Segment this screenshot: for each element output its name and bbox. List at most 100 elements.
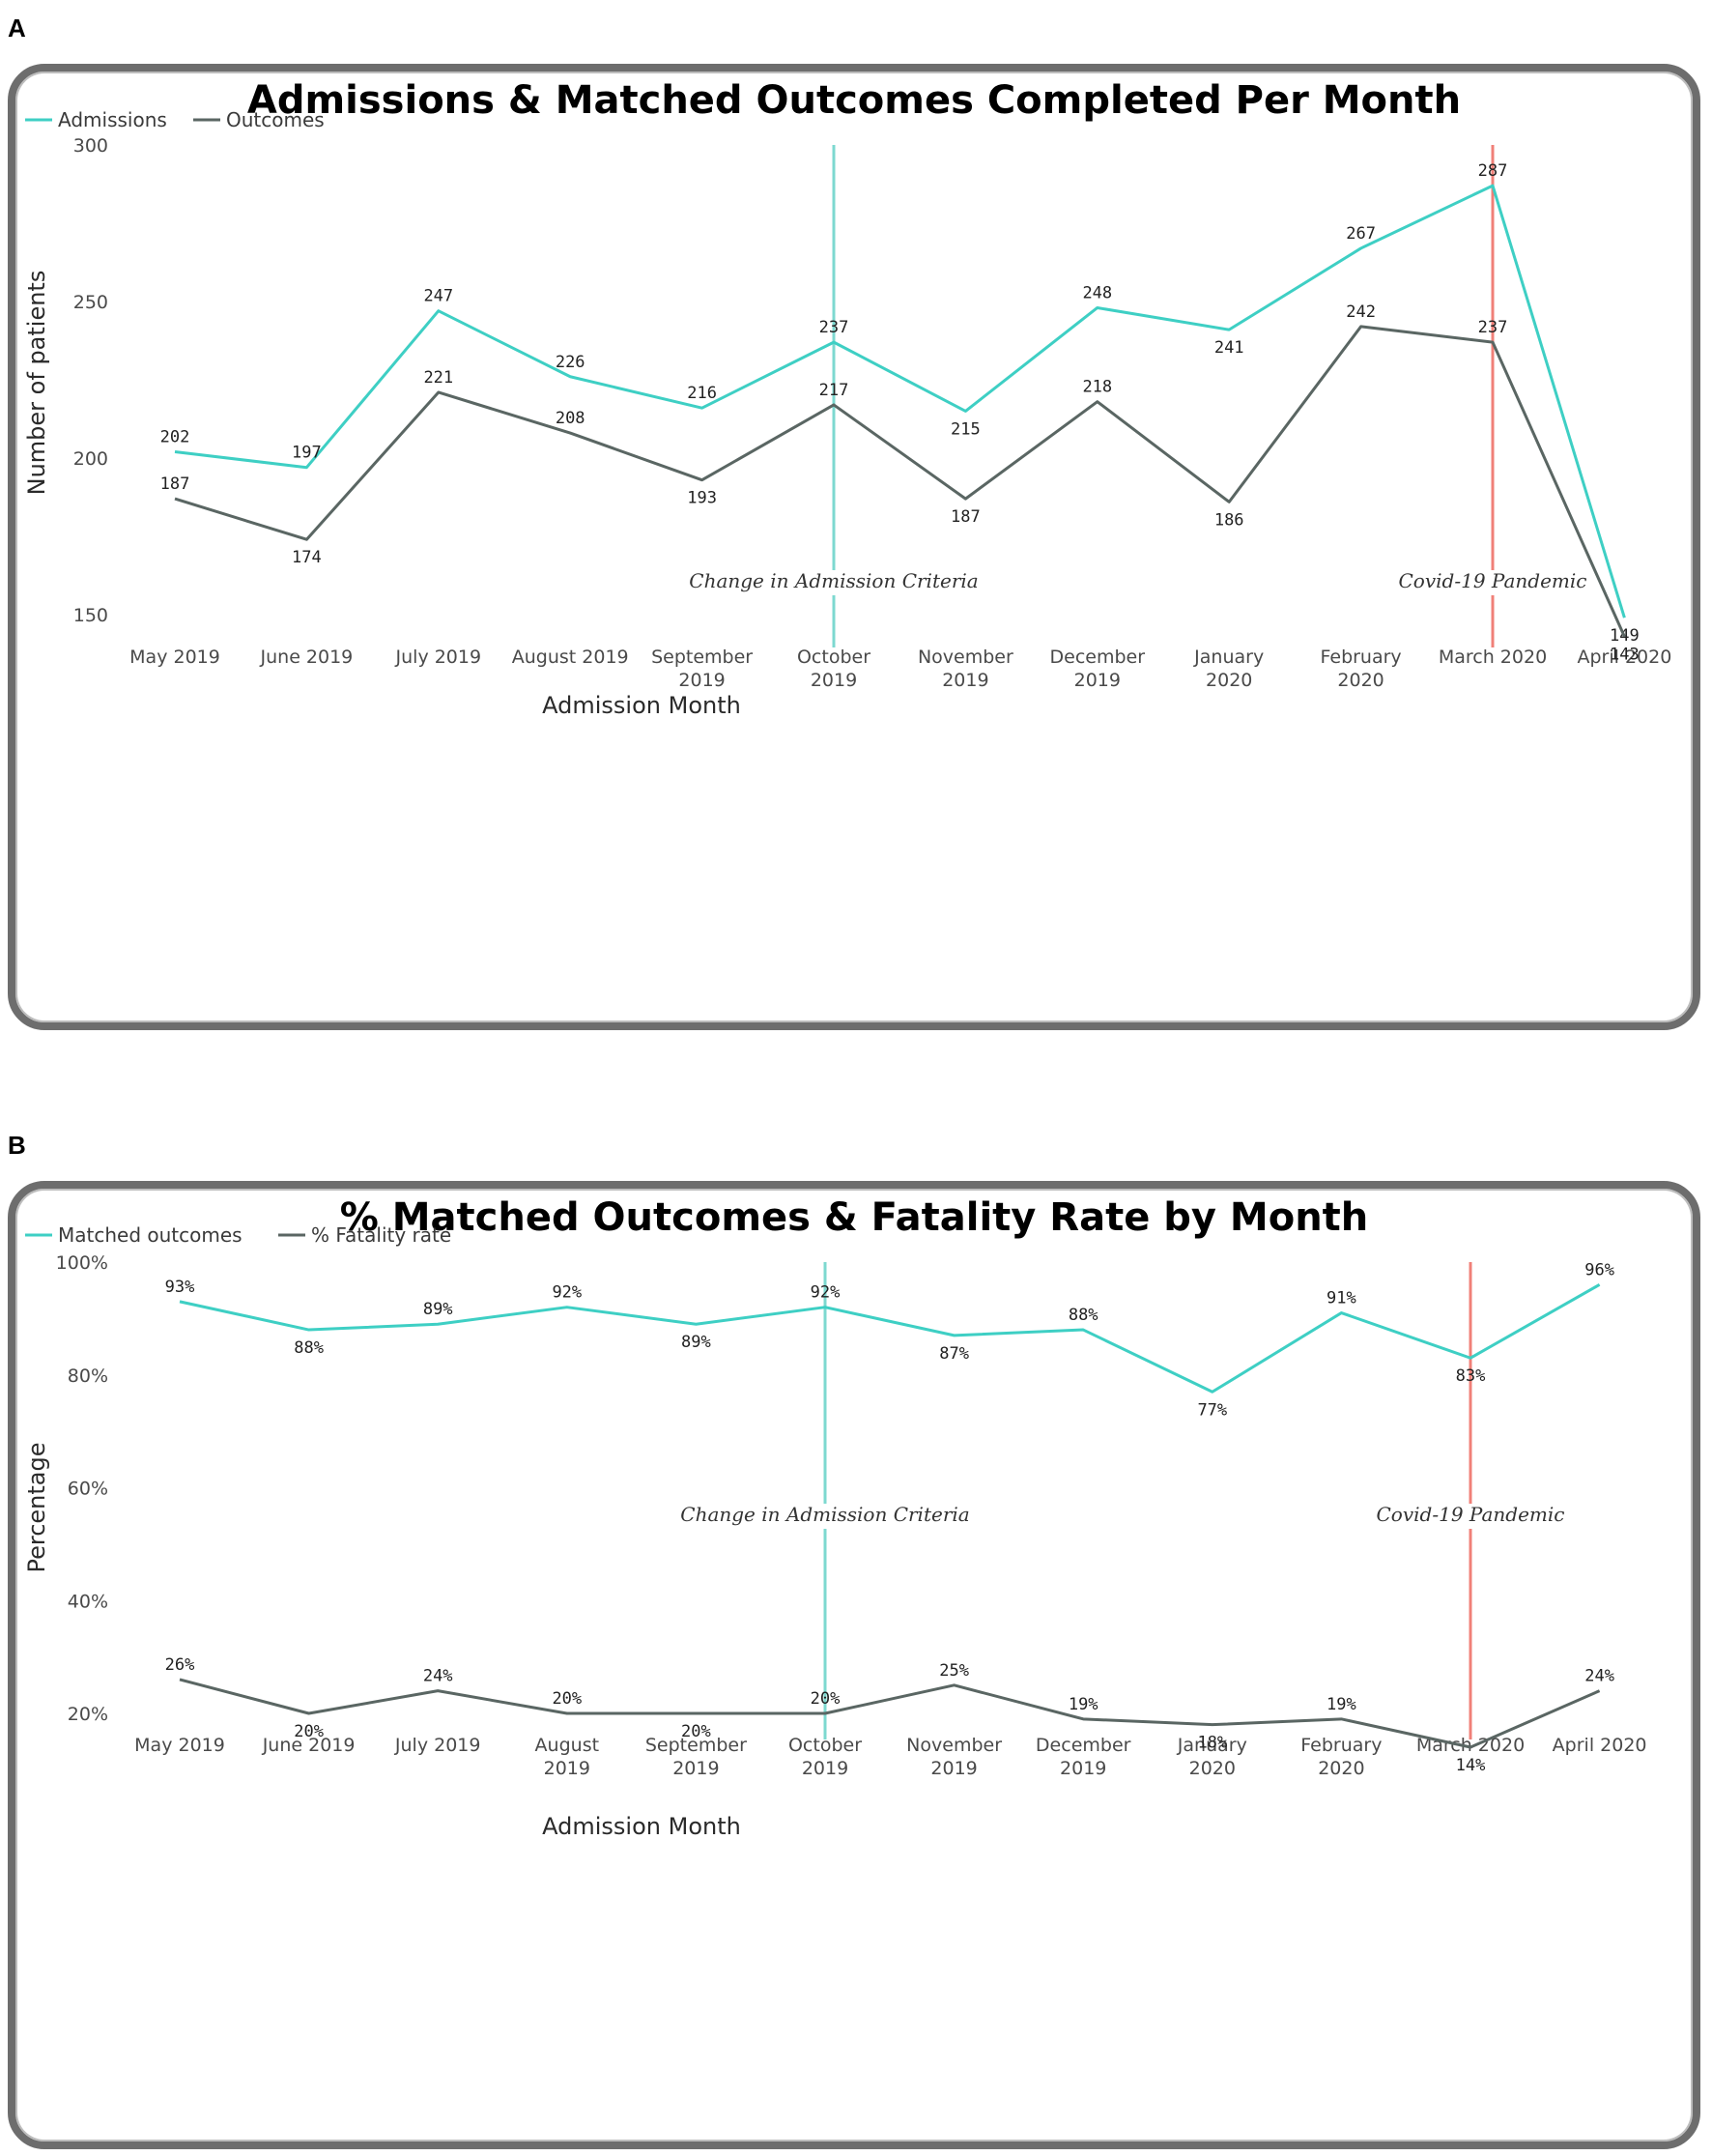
- data-label: 267: [1346, 224, 1376, 244]
- y-tick-label: 100%: [56, 1252, 108, 1274]
- data-label: 20%: [552, 1689, 582, 1709]
- x-tick-line: 2020: [1337, 670, 1384, 691]
- x-tick-label: August 2019: [535, 1735, 600, 1779]
- data-label: 242: [1346, 302, 1376, 322]
- legend-label: % Fatality rate: [311, 1223, 451, 1247]
- x-tick-line: March 2020: [1439, 647, 1547, 668]
- x-tick-line: October: [797, 647, 870, 668]
- y-tick-label: 20%: [68, 1704, 108, 1725]
- x-tick-label: June 2019: [262, 1735, 356, 1756]
- data-label: 88%: [294, 1338, 324, 1358]
- x-tick-line: January: [1177, 1735, 1247, 1756]
- data-label: 89%: [423, 1300, 453, 1319]
- x-tick-line: 2019: [930, 1758, 977, 1779]
- x-tick-line: 2019: [942, 670, 988, 691]
- x-tick-line: 2019: [1074, 670, 1121, 691]
- matched-fatality-chart: % Matched Outcomes & Fatality Rate by Mo…: [23, 1195, 1647, 1840]
- panel-b-letter: B: [8, 1131, 26, 1160]
- x-tick-line: November: [918, 647, 1013, 668]
- y-tick-label: 60%: [68, 1479, 108, 1500]
- data-label: 241: [1214, 338, 1244, 358]
- data-label: 174: [292, 548, 322, 567]
- x-tick-line: July 2019: [394, 1735, 481, 1756]
- x-tick-line: May 2019: [134, 1735, 225, 1756]
- y-tick-label: 250: [73, 292, 108, 313]
- x-tick-line: December: [1050, 647, 1146, 668]
- x-axis-title: Admission Month: [542, 692, 741, 719]
- annotation-backing: [1374, 1504, 1567, 1529]
- data-label: 197: [292, 444, 322, 463]
- annotation-backing: [690, 1504, 960, 1529]
- x-tick-label: March 2020: [1439, 647, 1547, 668]
- event-annotation: Change in Admission Criteria: [680, 1503, 969, 1526]
- y-axis-title: Number of patients: [23, 271, 50, 496]
- data-label: 91%: [1327, 1289, 1356, 1308]
- x-tick-line: 2019: [544, 1758, 590, 1779]
- x-tick-label: September 2019: [645, 1735, 747, 1779]
- data-label: 26%: [165, 1655, 195, 1675]
- data-label: 92%: [552, 1283, 582, 1303]
- y-axis-title: Percentage: [23, 1442, 50, 1572]
- x-tick-label: April 2020: [1553, 1735, 1647, 1756]
- x-tick-line: August: [535, 1735, 600, 1756]
- x-tick-line: 2019: [811, 670, 857, 691]
- series-line-primary: [179, 1283, 1601, 1394]
- event-annotation: Change in Admission Criteria: [689, 569, 978, 592]
- x-tick-line: August 2019: [512, 647, 629, 668]
- data-label: 218: [1082, 378, 1112, 397]
- x-tick-label: February 2020: [1300, 1735, 1382, 1779]
- data-label: 187: [951, 507, 981, 527]
- data-label: 186: [1214, 510, 1244, 530]
- admissions-outcomes-chart: Admissions & Matched Outcomes Completed …: [23, 78, 1671, 719]
- x-tick-label: July 2019: [395, 647, 482, 668]
- x-tick-label: June 2019: [260, 647, 354, 668]
- x-tick-label: January 2020: [1193, 647, 1264, 691]
- x-tick-line: 2019: [1060, 1758, 1106, 1779]
- x-tick-label: November 2019: [906, 1735, 1002, 1779]
- x-tick-label: February 2020: [1320, 647, 1401, 691]
- data-label: 19%: [1069, 1695, 1099, 1714]
- data-label: 20%: [294, 1722, 324, 1741]
- data-label: 24%: [1584, 1667, 1614, 1686]
- x-tick-label: October 2019: [788, 1735, 862, 1779]
- event-annotation: Covid-19 Pandemic: [1399, 569, 1587, 592]
- x-tick-line: February: [1300, 1735, 1382, 1756]
- data-label: 18%: [1197, 1734, 1227, 1753]
- x-tick-line: September: [645, 1735, 747, 1756]
- chart-panel-a: Admissions & Matched Outcomes Completed …: [8, 64, 1700, 1030]
- data-label: 14%: [1456, 1756, 1486, 1775]
- x-tick-line: December: [1036, 1735, 1131, 1756]
- legend-label: Outcomes: [226, 108, 325, 131]
- x-tick-label: November 2019: [918, 647, 1013, 691]
- data-label: 92%: [811, 1283, 841, 1303]
- x-tick-line: February: [1320, 647, 1401, 668]
- data-label: 237: [819, 318, 849, 337]
- data-label: 89%: [681, 1333, 711, 1352]
- annotation-backing: [699, 570, 969, 595]
- y-tick-label: 80%: [68, 1365, 108, 1387]
- panel-a-letter: A: [8, 14, 26, 43]
- x-tick-line: April 2020: [1553, 1735, 1647, 1756]
- y-tick-label: 40%: [68, 1591, 108, 1612]
- series-line-primary: [174, 184, 1626, 618]
- chart-panel-b: % Matched Outcomes & Fatality Rate by Mo…: [8, 1181, 1700, 2149]
- x-tick-line: 2020: [1318, 1758, 1364, 1779]
- x-tick-line: November: [906, 1735, 1002, 1756]
- x-tick-line: 2019: [678, 670, 725, 691]
- x-tick-line: June 2019: [260, 647, 354, 668]
- x-tick-label: May 2019: [134, 1735, 225, 1756]
- data-label: 193: [687, 489, 717, 508]
- y-tick-label: 300: [73, 135, 108, 157]
- data-label: 202: [160, 428, 190, 447]
- data-label: 25%: [939, 1661, 969, 1681]
- x-tick-line: October: [788, 1735, 862, 1756]
- x-tick-label: July 2019: [394, 1735, 481, 1756]
- data-label: 96%: [1584, 1260, 1614, 1279]
- x-tick-line: June 2019: [262, 1735, 356, 1756]
- data-label: 287: [1478, 161, 1508, 181]
- data-label: 93%: [165, 1278, 195, 1297]
- data-label: 215: [951, 419, 981, 439]
- x-axis-title: Admission Month: [542, 1813, 741, 1840]
- data-label: 187: [160, 474, 190, 494]
- y-tick-label: 200: [73, 448, 108, 470]
